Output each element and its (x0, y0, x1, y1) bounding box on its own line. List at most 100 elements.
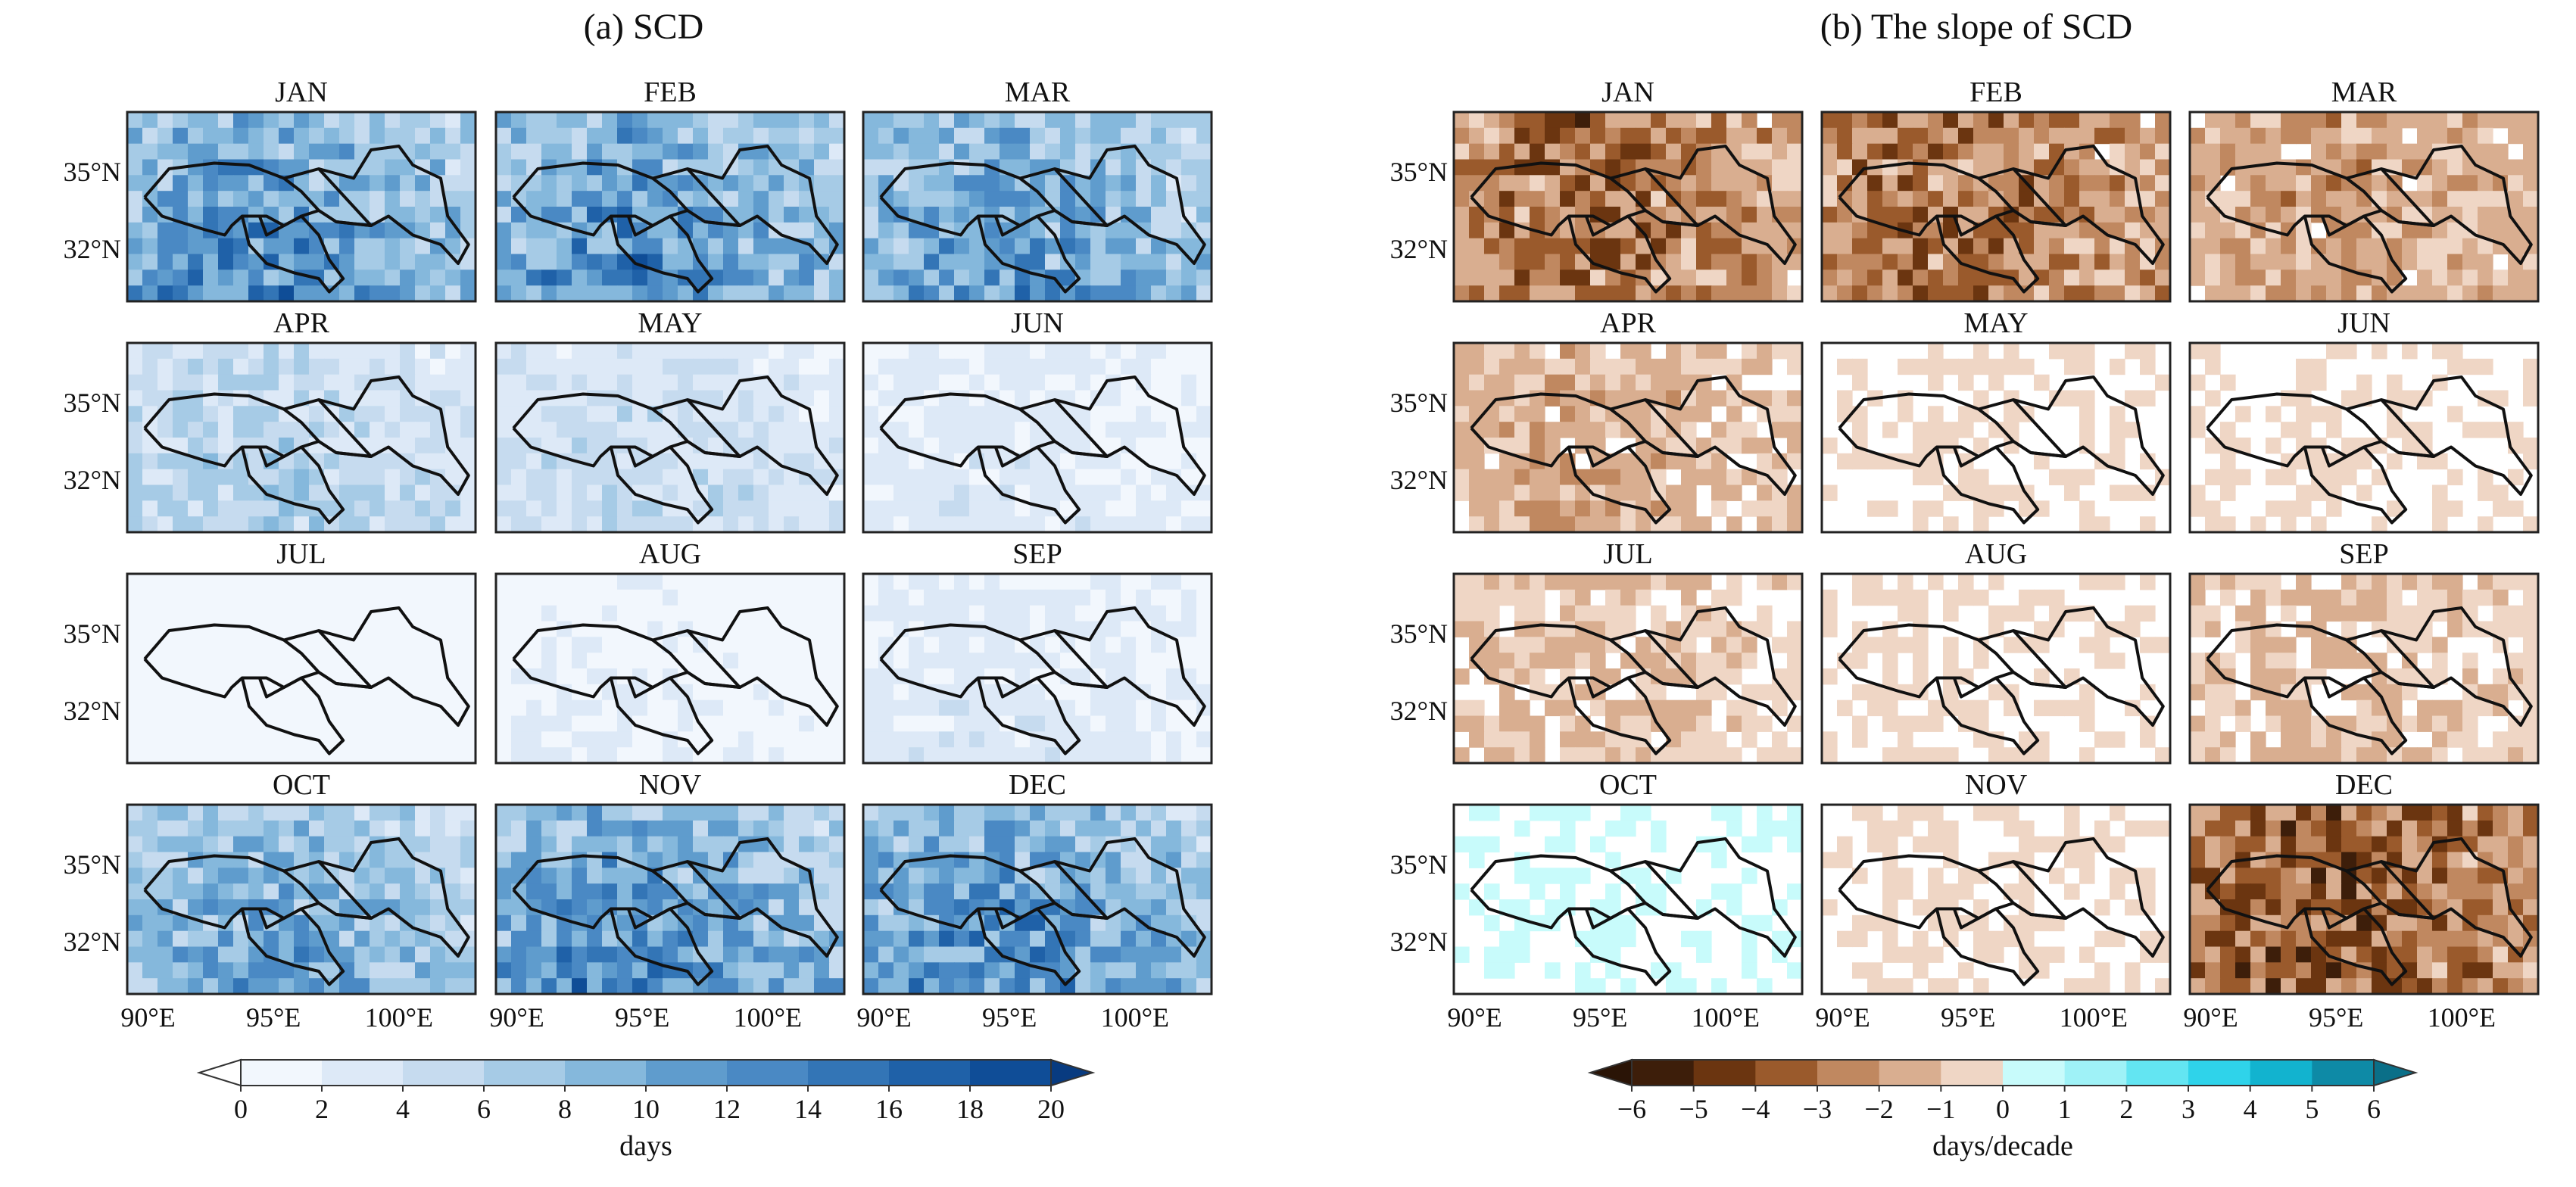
map-cell (587, 852, 603, 868)
map-cell (939, 254, 955, 270)
map-cell (460, 836, 476, 853)
map-cell (218, 438, 234, 454)
map-cell (1530, 574, 1545, 590)
map-cell (415, 191, 431, 207)
map-cell (602, 805, 618, 821)
map-cell (1484, 621, 1500, 637)
map-cell (693, 820, 709, 837)
map-cell (863, 731, 879, 748)
map-cell (496, 589, 512, 606)
map-cell (511, 978, 527, 995)
map-cell (647, 516, 663, 533)
map-cell (1530, 500, 1545, 517)
map-cell (1575, 574, 1591, 590)
map-cell (1181, 715, 1197, 732)
map-cell (1852, 269, 1868, 286)
map-cell (2079, 500, 2095, 517)
map-cell (430, 285, 446, 302)
map-cell (385, 222, 401, 239)
map-cell (1928, 112, 1944, 129)
map-cell (1015, 484, 1031, 501)
map-cell (370, 222, 385, 239)
map-cell (415, 343, 431, 360)
map-cell (814, 621, 830, 637)
map-cell (203, 175, 219, 192)
map-cell (1514, 159, 1530, 176)
map-cell (188, 269, 204, 286)
map-cell (264, 358, 279, 375)
map-cell (829, 621, 845, 637)
map-cell (1000, 469, 1015, 486)
map-cell (1030, 805, 1046, 821)
map-cell (142, 699, 158, 717)
map-cell (1196, 605, 1212, 622)
map-cell (511, 222, 527, 239)
map-cell (1590, 516, 1606, 533)
map-cell (1726, 637, 1742, 653)
map-cell (1620, 453, 1636, 470)
map-cell (1060, 358, 1076, 375)
map-cell (753, 574, 769, 590)
map-cell (1030, 343, 1046, 360)
map-cell (496, 574, 512, 590)
map-cell (799, 805, 815, 821)
map-cell (218, 836, 234, 853)
map-cell (708, 684, 724, 701)
map-cell (2019, 191, 2035, 207)
map-cell (248, 883, 264, 900)
map-cell (1090, 469, 1106, 486)
map-cell (939, 946, 955, 963)
map-cell (799, 684, 815, 701)
map-cell (924, 516, 940, 533)
map-cell (2508, 238, 2524, 255)
map-cell (2462, 358, 2478, 375)
map-cell (279, 978, 295, 995)
map-cell (142, 605, 158, 622)
map-cell (863, 637, 879, 653)
map-cell (769, 820, 784, 837)
map-cell (1075, 358, 1091, 375)
map-cell (1075, 978, 1091, 995)
map-cell (1075, 269, 1091, 286)
map-frame (2188, 111, 2540, 303)
map-cell (1837, 112, 1853, 129)
map-cell (1772, 699, 1788, 717)
map-cell (1666, 112, 1682, 129)
map-cell (324, 684, 340, 701)
map-cell (784, 343, 800, 360)
map-cell (1867, 285, 1883, 302)
map-cell (753, 868, 769, 884)
map-cell (1620, 238, 1636, 255)
map-cell (1045, 820, 1061, 837)
map-cell (647, 374, 663, 391)
map-cell (814, 574, 830, 590)
map-cell (1928, 285, 1944, 302)
map-b-aug (1820, 572, 2172, 765)
map-cell (2356, 453, 2372, 470)
map-cell (233, 159, 249, 176)
map-cell (370, 715, 385, 732)
map-cell (1484, 112, 1500, 129)
map-cell (2250, 175, 2266, 192)
map-cell (2094, 159, 2110, 176)
map-cell (829, 653, 845, 669)
map-cell (1681, 589, 1697, 606)
map-cell (1151, 438, 1167, 454)
map-cell (878, 127, 894, 145)
map-cell (2250, 127, 2266, 145)
map-cell (723, 868, 739, 884)
map-cell (1454, 484, 1470, 501)
map-cell (1499, 469, 1515, 486)
map-cell (400, 238, 416, 255)
map-cell (248, 500, 264, 517)
map-cell (863, 805, 879, 821)
map-cell (693, 469, 709, 486)
map-cell (1000, 175, 1015, 192)
map-cell (1151, 668, 1167, 685)
map-cell (1590, 207, 1606, 223)
map-cell (738, 699, 754, 717)
map-cell (445, 358, 461, 375)
map-cell (203, 605, 219, 622)
map-cell (496, 868, 512, 884)
map-cell (1928, 500, 1944, 517)
